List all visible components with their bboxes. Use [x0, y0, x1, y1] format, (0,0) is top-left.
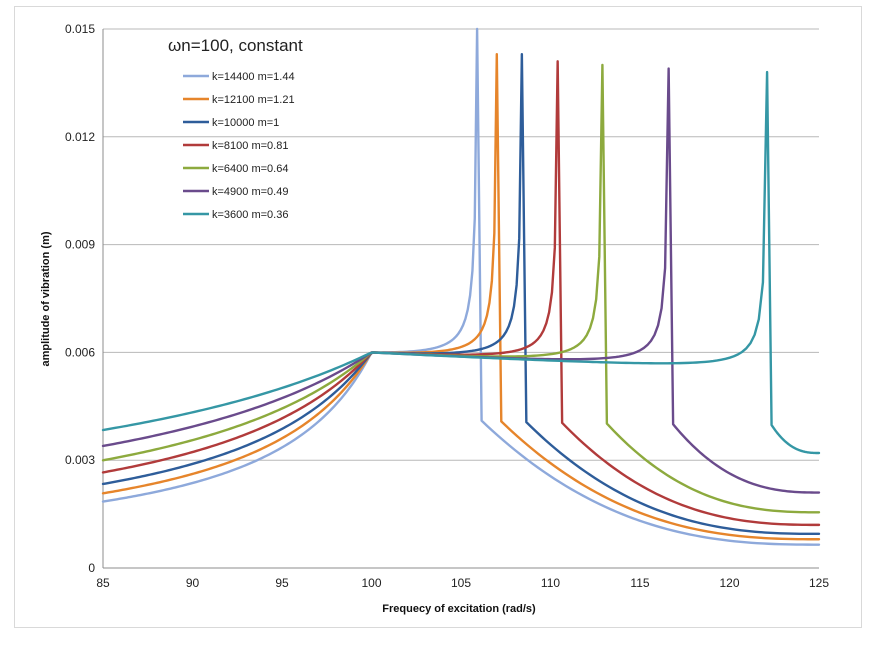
series-line — [101, 70, 821, 455]
y-tick-label: 0.003 — [65, 453, 95, 467]
legend-item-label: k=10000 m=1 — [212, 117, 279, 129]
y-tick-label: 0 — [88, 561, 95, 575]
y-axis-title: amplitude of vibration (m) — [40, 231, 52, 366]
x-tick-label: 100 — [361, 576, 381, 590]
series-line — [101, 60, 821, 527]
x-tick-label: 110 — [541, 576, 560, 590]
y-tick-label: 0.015 — [65, 22, 95, 36]
series-line — [101, 67, 821, 494]
legend-item-label: k=6400 m=0.64 — [212, 163, 288, 175]
x-tick-label: 90 — [186, 576, 200, 590]
series-line — [101, 27, 821, 546]
legend-item-label: k=3600 m=0.36 — [212, 209, 288, 221]
x-tick-label: 125 — [809, 576, 829, 590]
x-tick-label: 85 — [96, 576, 110, 590]
y-tick-label: 0.009 — [65, 238, 95, 252]
series-line — [101, 52, 821, 541]
legend-title: ωn=100, constant — [168, 36, 303, 55]
legend-item-label: k=14400 m=1.44 — [212, 71, 295, 83]
x-tick-label: 105 — [451, 576, 471, 590]
y-tick-label: 0.006 — [65, 345, 95, 359]
x-tick-label: 115 — [630, 576, 649, 590]
chart-frame — [14, 6, 862, 628]
series-line — [101, 63, 821, 514]
legend-item-label: k=4900 m=0.49 — [212, 186, 288, 198]
y-tick-label: 0.012 — [65, 130, 95, 144]
x-tick-label: 95 — [275, 576, 289, 590]
legend-item-label: k=8100 m=0.81 — [212, 140, 288, 152]
legend: ωn=100, constant k=14400 m=1.44 k=12100 m… — [168, 36, 303, 221]
x-axis-title: Frequecy of excitation (rad/s) — [382, 603, 536, 615]
x-tick-label: 120 — [719, 576, 739, 590]
legend-item-label: k=12100 m=1.21 — [212, 94, 295, 106]
